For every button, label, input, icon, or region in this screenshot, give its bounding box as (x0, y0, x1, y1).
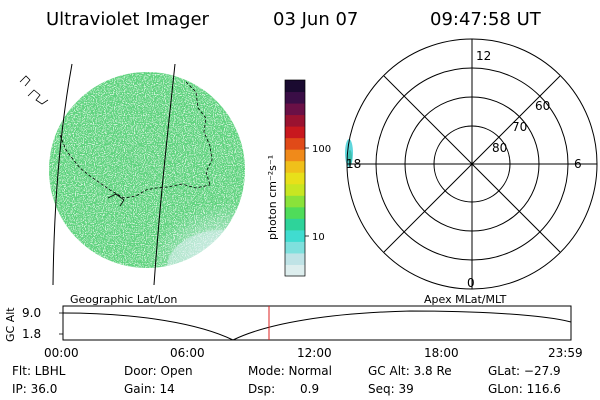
colorbar-swatch (285, 126, 305, 139)
mlt-label-18: 18 (346, 157, 361, 171)
info-dsp-value: 0.9 (300, 382, 319, 396)
info-ip: IP: 36.0 (12, 382, 57, 396)
colorbar-swatch (285, 195, 305, 208)
colorbar-swatch (285, 114, 305, 127)
polar-label: Apex MLat/MLT (424, 293, 507, 306)
colorbar-swatch (285, 160, 305, 173)
colorbar-swatch (285, 264, 305, 277)
colorbar-swatches (285, 80, 305, 277)
colorbar-swatch (285, 149, 305, 162)
time-readout: 09:47:58 UT (430, 9, 542, 30)
colorbar-tick-100: 100 (312, 144, 331, 155)
info-glat: GLat: −27.9 (488, 364, 561, 378)
colorbar-unit-label: photon cm⁻²s⁻¹ (266, 155, 279, 240)
timeline-xtick-1200: 12:00 (297, 346, 332, 360)
colorbar-swatch (285, 229, 305, 242)
app-title: Ultraviolet Imager (46, 9, 210, 30)
timeline-xtick-2359: 23:59 (548, 346, 583, 360)
colorbar: 100 10 photon cm⁻²s⁻¹ (266, 79, 331, 277)
colorbar-swatch (285, 206, 305, 219)
timeline-ytick-top: 9.0 (22, 306, 41, 320)
mlat-label-70: 70 (512, 120, 527, 134)
info-panel: Flt: LBHL Door: Open Mode: Normal GC Alt… (12, 364, 561, 396)
colorbar-swatch (285, 183, 305, 196)
colorbar-swatch (285, 91, 305, 104)
date-readout: 03 Jun 07 (273, 9, 358, 30)
colorbar-swatch (285, 80, 305, 93)
colorbar-swatch (285, 103, 305, 116)
info-glon: GLon: 116.6 (488, 382, 561, 396)
timeline-xtick-1800: 18:00 (424, 346, 459, 360)
mlt-label-6: 6 (574, 157, 582, 171)
altitude-timeline: 9.0 1.8 GC Alt 00:00 06:00 12:00 18:00 2… (4, 305, 583, 360)
info-mode: Mode: Normal (248, 364, 332, 378)
info-gain: Gain: 14 (124, 382, 175, 396)
colorbar-swatch (285, 241, 305, 254)
colorbar-swatch (285, 137, 305, 150)
polar-plot: 12 6 0 18 60 70 80 Apex MLat/MLT (345, 38, 598, 306)
colorbar-swatch (285, 172, 305, 185)
timeline-ylabel: GC Alt (4, 307, 17, 342)
mlt-label-0: 0 (467, 276, 475, 290)
timeline-xtick-0600: 06:00 (170, 346, 205, 360)
colorbar-swatch (285, 252, 305, 265)
colorbar-swatch (285, 218, 305, 231)
geographic-label: Geographic Lat/Lon (70, 293, 177, 306)
info-door: Door: Open (124, 364, 193, 378)
mlat-label-60: 60 (535, 99, 550, 113)
timeline-ytick-bottom: 1.8 (22, 327, 41, 341)
info-filter: Flt: LBHL (12, 364, 66, 378)
info-dsp-label: Dsp: (248, 382, 275, 396)
timeline-xtick-0000: 00:00 (44, 346, 79, 360)
colorbar-tick-10: 10 (312, 232, 325, 243)
info-seq: Seq: 39 (368, 382, 414, 396)
info-gc-alt: GC Alt: 3.8 Re (368, 364, 452, 378)
mlat-label-80: 80 (492, 141, 507, 155)
mlt-label-12: 12 (476, 49, 491, 63)
